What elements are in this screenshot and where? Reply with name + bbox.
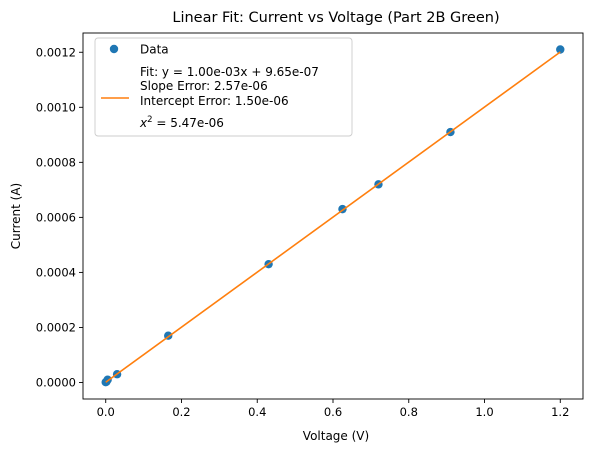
y-tick-label: 0.0002: [36, 320, 76, 334]
y-tick-label: 0.0006: [36, 210, 76, 224]
chi-exponent: 2: [147, 115, 152, 125]
x-tick-label: 1.2: [551, 405, 569, 419]
legend-fit-equation: Fit: y = 1.00e-03x + 9.65e-07: [140, 65, 319, 79]
x-tick-label: 0.6: [324, 405, 342, 419]
x-tick-label: 0.2: [172, 405, 190, 419]
y-tick-label: 0.0004: [36, 265, 76, 279]
chi-value: = 5.47e-06: [153, 116, 224, 130]
legend-box: [94, 37, 353, 137]
x-tick-label: 0.0: [97, 405, 115, 419]
x-tick-label: 0.8: [400, 405, 418, 419]
x-tick-label: 0.4: [248, 405, 266, 419]
y-axis-label: Current (A): [9, 183, 23, 249]
legend: Data Fit: y = 1.00e-03x + 9.65e-07 Slope…: [94, 37, 353, 137]
y-tick-label: 0.0000: [36, 375, 76, 389]
legend-chi-squared: x2 = 5.47e-06: [139, 115, 224, 130]
x-axis-label: Voltage (V): [303, 429, 369, 443]
legend-slope-error: Slope Error: 2.57e-06: [140, 79, 268, 93]
x-tick-label: 1.0: [475, 405, 493, 419]
x-axis: 0.0 0.2 0.4 0.6 0.8 1.0 1.2: [97, 399, 569, 419]
chart-title: Linear Fit: Current vs Voltage (Part 2B …: [172, 10, 499, 26]
legend-intercept-error: Intercept Error: 1.50e-06: [140, 94, 289, 108]
y-tick-label: 0.0012: [36, 45, 76, 59]
data-point: [556, 45, 565, 54]
plot-area: [101, 45, 565, 387]
fit-line: [105, 51, 561, 383]
data-point: [103, 375, 112, 384]
legend-data-label: Data: [140, 43, 169, 57]
chi-symbol: x: [139, 116, 148, 130]
y-axis: 0.0000 0.0002 0.0004 0.0006 0.0008 0.0010 0.00…: [36, 45, 83, 389]
legend-data-marker: [109, 44, 119, 54]
y-tick-label: 0.0010: [36, 100, 76, 114]
y-tick-label: 0.0008: [36, 155, 76, 169]
